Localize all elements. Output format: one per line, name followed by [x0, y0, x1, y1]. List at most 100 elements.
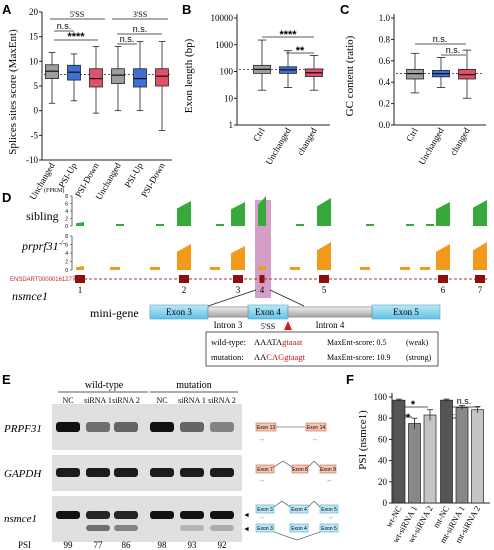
- boxes-c: [396, 49, 482, 99]
- x-tick-label: Ctrl: [404, 126, 420, 144]
- band-nsmce1-inclusion: [86, 511, 110, 519]
- coverage-peak-mutant: [231, 246, 245, 270]
- coverage-tracks: [76, 196, 487, 270]
- y-axis-label-b: Exon length (bp): [183, 38, 195, 113]
- bar: [423, 414, 437, 504]
- band-gapdh: [56, 468, 80, 477]
- y-tick-label: 0.4: [379, 77, 391, 87]
- schematic-exon-label: Exon 7: [257, 467, 273, 473]
- schematic-exon: [255, 464, 275, 474]
- y-tick-label: 10: [224, 93, 234, 103]
- coverage-noise-mutant: [210, 267, 220, 270]
- coverage-noise-mutant: [400, 267, 410, 270]
- blot-nsmce1: [52, 496, 242, 542]
- band-gapdh: [114, 468, 138, 477]
- zoom-line-left: [207, 289, 257, 307]
- x-tick-label: Unchanged: [264, 126, 293, 167]
- coverage-peak-mutant: [317, 242, 331, 270]
- track-tick-label: 2: [65, 217, 68, 223]
- x-tick-label: Unchanged: [417, 126, 446, 167]
- gene-exons: 1 2 3 4 5 6 7: [75, 275, 485, 295]
- box-iqr: [155, 68, 169, 87]
- track-tick-label: 0: [65, 224, 68, 230]
- gene-name: nsmce1: [12, 289, 48, 303]
- sig-label-a3: n.s.: [120, 34, 135, 44]
- coverage-peak-sibling: [473, 200, 487, 226]
- gene-exon: [179, 275, 189, 283]
- track-tick-label: 6: [65, 202, 68, 208]
- y-ticks-b: 1 10 100 1000 10000: [211, 13, 237, 130]
- band-nsmce1-inclusion: [150, 511, 174, 519]
- band-nsmce1-inclusion: [210, 511, 234, 519]
- panel-label-a: A: [2, 2, 12, 17]
- coverage-noise-mutant: [420, 267, 430, 270]
- track-tick-label: 8: [65, 194, 68, 200]
- mut-label: mutation:: [211, 352, 244, 362]
- track-tick-label: 0: [65, 268, 68, 274]
- x-tick-label: changed: [448, 126, 472, 157]
- y-tick-label: 1000: [215, 40, 234, 50]
- minigene-intron3: [207, 306, 249, 318]
- schematic-exon: [255, 504, 275, 514]
- wt-strength: (weak): [406, 338, 429, 347]
- schematic-exon: [289, 504, 309, 514]
- bar: [392, 399, 406, 504]
- splice-site-marker: [284, 321, 292, 330]
- box-iqr: [89, 68, 103, 88]
- blot-prpf31: [52, 404, 242, 450]
- sequence-box: [205, 331, 439, 367]
- coverage-noise-sibling: [426, 224, 434, 226]
- schematic-exon: [319, 504, 339, 514]
- exon-number: 2: [182, 285, 187, 295]
- minigene-exon5-label: Exon 5: [393, 307, 419, 317]
- transcript-id: ENSDART00000161277.2: [10, 277, 81, 283]
- psi-values: 99 77 86 98 93 92: [64, 540, 227, 550]
- minigene-label: mini-gene: [90, 306, 139, 320]
- sig-label-f1: *: [411, 399, 416, 411]
- track-tick-label: 8: [65, 234, 68, 240]
- group-label-mut: mutation: [176, 380, 212, 391]
- wt-label: wild-type:: [211, 337, 246, 347]
- wt-sequence: AAATAgtaaat: [254, 337, 303, 347]
- primer-arrow: →: [258, 514, 265, 521]
- psi-value: 99: [64, 540, 74, 550]
- coverage-peak-mutant: [436, 244, 450, 270]
- schematic-exon: [319, 464, 337, 474]
- psi-value: 93: [188, 540, 198, 550]
- group-label-5ss: 5'SS: [70, 10, 84, 19]
- zoom-line-right: [269, 289, 305, 307]
- band-nsmce1-skipping: [180, 525, 204, 531]
- sig-label-a2: ****: [67, 31, 85, 43]
- sig-label-b1: ****: [279, 29, 297, 41]
- coverage-peak-sibling: [76, 222, 84, 226]
- y-tick-label: 0.6: [379, 56, 391, 66]
- coverage-peak-sibling: [177, 201, 191, 226]
- x-tick-label: Ctrl: [251, 126, 267, 144]
- psi-value: 98: [158, 540, 168, 550]
- lane-labels: NC siRNA 1 siRNA 2 NC siRNA 1 siRNA 2: [62, 396, 235, 405]
- x-tick-label: changed: [295, 126, 319, 157]
- coverage-peak-mutant: [76, 266, 84, 270]
- wt-score: MaxEnt-score: 0.5: [327, 338, 387, 347]
- y-tick-label: 10000: [211, 13, 234, 23]
- panel-f: F PSI (nsmce1) 0 20 40 60 80 100 * ** n.s. n.…: [346, 372, 490, 545]
- gene-exon: [259, 275, 265, 283]
- band-nsmce1-inclusion: [180, 511, 204, 519]
- schematic-exon-label: Exon 3: [257, 526, 273, 532]
- y-tick-label: 15: [29, 32, 39, 42]
- band-prpf31: [114, 422, 138, 432]
- exon-number: 6: [441, 285, 446, 295]
- sig-label-b2: **: [296, 45, 305, 57]
- panel-label-d: D: [2, 190, 11, 205]
- lane-label: NC: [62, 396, 73, 405]
- y-ticks-c: 0.0 0.2 0.4 0.6 0.8 1.0: [379, 13, 394, 130]
- gene-exon: [75, 275, 85, 283]
- splice-schematics: Exon 13 Exon 14→ ←Exon 7 Exon 8 Exon 9→ ←Exon…: [255, 422, 339, 541]
- schematic-exon: [305, 422, 327, 432]
- bar: [440, 399, 453, 504]
- gene-exon: [233, 275, 243, 283]
